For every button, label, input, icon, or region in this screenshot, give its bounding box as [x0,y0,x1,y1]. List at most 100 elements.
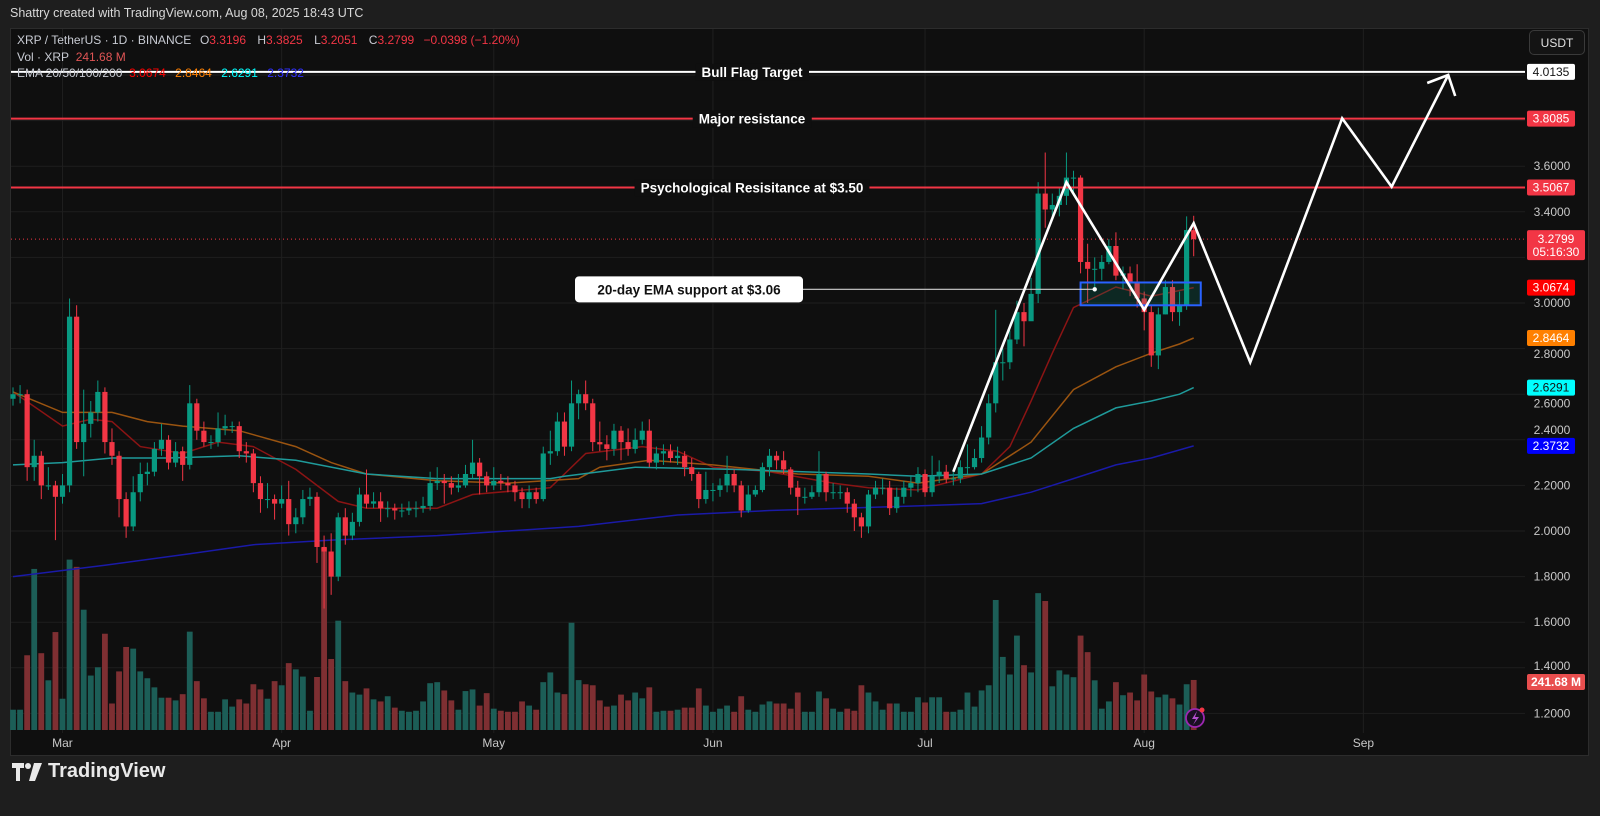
symbol-legend[interactable]: XRP / TetherUS · 1D · BINANCE O3.3196 H3… [17,33,526,47]
volume-bar [476,705,483,730]
volume-bar [328,658,335,730]
volume-bar [1162,694,1169,730]
candle-body [215,428,221,443]
candle-body [858,517,864,527]
volume-bar [603,706,610,730]
volume-bar [257,689,264,730]
candle-body [837,492,843,494]
candle-body [561,421,568,447]
grid [11,29,1525,733]
candle-body [31,455,37,468]
candle-body [788,469,794,488]
volume-bar [801,711,808,730]
candle-body [1021,312,1027,322]
volume-bar [766,701,773,730]
volume-bar [1113,682,1119,730]
candle-body [469,462,476,474]
candle-body [526,492,532,500]
volume-bar [271,681,278,730]
volume-bar [844,708,851,730]
volume-legend-label: Vol · XRP [17,50,70,64]
candle-body [978,437,985,459]
volume-bar [377,701,384,730]
candle-body [328,551,334,577]
volume-legend[interactable]: Vol · XRP 241.68 M [17,50,132,64]
candle-body [710,489,716,491]
candle-body [568,403,575,447]
volume-bar [1042,601,1049,730]
volume-bar [497,710,504,730]
volume-bar [886,703,893,730]
volume-bar [505,711,511,730]
candle-body [271,499,278,504]
volume-bar [1183,684,1190,730]
candle-body [653,453,659,463]
candle-body [646,430,652,463]
price-label-bg [1527,179,1575,196]
volume-bar [929,697,935,730]
candle-body [682,455,688,468]
high-label: H [257,33,267,47]
tradingview-logo[interactable]: TradingView [12,760,165,783]
volume-bar [1063,674,1070,730]
volume-bar [702,705,709,730]
candle-body [363,494,370,504]
volume-bar [10,709,16,730]
candle-body [576,394,582,404]
volume-bar [172,700,179,730]
candle-body [66,316,73,486]
volume-bar [1077,635,1084,730]
volume-bar [130,648,137,730]
tradingview-logo-icon [12,762,42,781]
volume-bar [660,710,667,730]
candle-body [752,489,758,495]
volume-bar [922,702,928,730]
currency-button[interactable]: USDT [1529,30,1585,55]
volume-bar [611,705,617,730]
candle-body [887,487,893,509]
candle-body [781,460,787,470]
candle-body [759,467,766,490]
volume-bar [625,700,631,730]
candle-body [102,391,108,443]
volume-bar [349,692,356,730]
volume-bar [321,547,327,730]
last-price-label: 3.2799 [1538,232,1575,246]
candle-body [1127,273,1133,283]
volume-bar [688,707,695,730]
candle-body [957,467,963,479]
candle-body [455,485,462,488]
candle-body [222,426,228,429]
candle-body [321,546,327,552]
candle-body [335,517,341,577]
volume-bar [208,711,214,730]
candle-body [370,501,377,504]
volume-bar [830,708,837,730]
volume-label: 241.68 M [1531,675,1581,689]
candle-body [696,474,702,500]
candle-body [151,448,157,472]
candle-body [427,483,433,506]
candle-body [823,474,829,493]
price-label: 2.6291 [1533,381,1570,395]
volume-bar [1176,704,1183,730]
volume-bar [186,631,193,730]
candle-body [173,451,179,463]
ema50-value: 2.8464 [175,66,212,80]
volume-bar [285,663,292,730]
volume-bar [158,697,165,730]
chart-panel[interactable] [10,28,1589,756]
volume-bar [1105,701,1112,730]
volume-bar [957,709,964,730]
candle-body [434,480,440,484]
candle-body [1092,268,1098,270]
candle-body [165,439,172,463]
bull-flag-projection [952,74,1450,473]
volume-bar [406,711,412,730]
volume-bar [667,710,674,730]
ema-legend[interactable]: EMA 20/50/100/200 3.0674 2.8464 2.6291 2… [17,66,310,80]
candle-body [724,474,730,486]
volume-bar [823,698,829,730]
volume-bar [391,707,398,730]
